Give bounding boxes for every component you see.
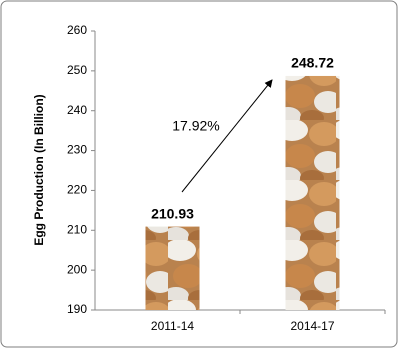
y-tick-label: 210 xyxy=(67,222,87,236)
y-tick-label: 240 xyxy=(67,103,87,117)
y-tick-label: 260 xyxy=(67,23,87,37)
value-label: 210.93 xyxy=(151,205,194,221)
bar xyxy=(145,226,200,310)
y-axis-title: Egg Production (In Billion) xyxy=(32,94,46,245)
x-tick-label: 2011-14 xyxy=(151,319,194,333)
bar xyxy=(285,75,340,310)
y-tick-label: 190 xyxy=(67,302,87,316)
growth-arrow xyxy=(181,79,273,193)
x-tick-label: 2014-17 xyxy=(290,319,334,333)
value-label: 248.72 xyxy=(291,55,334,71)
y-tick-label: 250 xyxy=(67,63,87,77)
annotation: 17.92% xyxy=(172,118,219,134)
y-tick-label: 220 xyxy=(67,183,87,197)
y-tick-label: 200 xyxy=(67,262,87,276)
y-tick-label: 230 xyxy=(67,143,87,157)
